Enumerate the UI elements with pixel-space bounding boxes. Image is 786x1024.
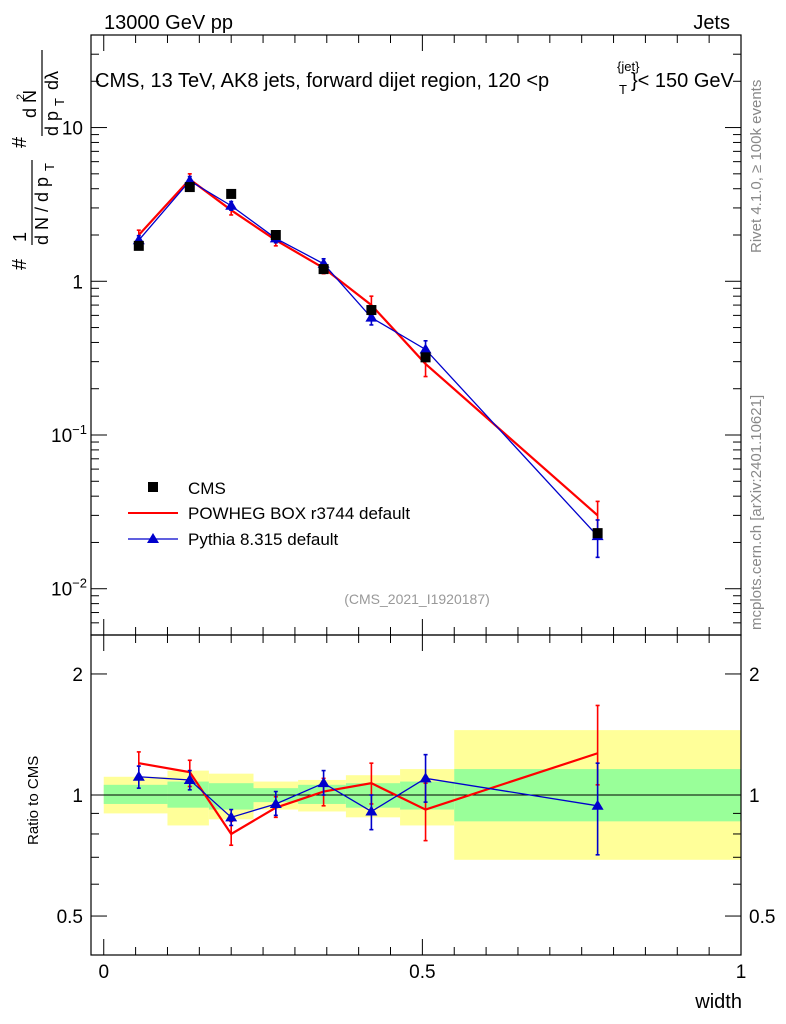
svg-text:#: # (9, 136, 31, 148)
ratio-band-inner (103, 784, 168, 804)
x-tick-label: 0 (98, 962, 109, 983)
pythia-data-point (365, 805, 378, 816)
main-y-axis-title: # 1 d N / d p T # d N 2 d p T dλ (9, 50, 67, 270)
cms-data-point (270, 230, 281, 240)
cms-data-point (133, 240, 144, 251)
series-line-powheg (137, 177, 599, 517)
svg-text:d p: d p (42, 111, 62, 136)
main-y-tick-label: 10 (62, 119, 83, 140)
pythia-data-point (225, 199, 238, 210)
legend-label-pythia: Pythia 8.315 default (188, 530, 339, 549)
pythia-data-point (269, 797, 282, 808)
legend-marker-cms (148, 482, 158, 492)
pythia-data-point (317, 777, 330, 788)
svg-text:T: T (52, 98, 67, 106)
svg-text:T: T (42, 163, 57, 171)
ratio-band-inner (400, 781, 455, 810)
ratio-panel: 0 0.5 1 0.5 0.5 1 1 2 2 (57, 634, 775, 983)
x-axis-title: width (694, 991, 742, 1013)
pythia-data-point (419, 772, 432, 783)
svg-text:CMS, 13 TeV, AK8 jets, forward: CMS, 13 TeV, AK8 jets, forward dijet reg… (95, 70, 549, 92)
ratio-y-axis-title: Ratio to CMS (25, 756, 42, 845)
cms-data-point (420, 352, 431, 363)
svg-text:dλ: dλ (42, 71, 62, 90)
series-line-pythia (138, 776, 598, 819)
cms-data-point (318, 264, 329, 275)
header-process-label: Jets (693, 12, 730, 34)
pythia-data-point (132, 770, 145, 781)
plot-title: CMS, 13 TeV, AK8 jets, forward dijet reg… (95, 59, 735, 97)
main-y-tick-label: 10−1 (51, 422, 87, 447)
mcplots-label: mcplots.cern.ch [arXiv:2401.10621] (748, 395, 765, 630)
main-panel: 10−2 10−1 1 10 (51, 34, 742, 636)
svg-text:#: # (9, 258, 31, 270)
pythia-data-point (225, 811, 238, 822)
ratio-y-tick-label-right: 2 (749, 665, 760, 686)
cms-data-point (226, 188, 237, 199)
cms-data-point (592, 528, 603, 539)
legend-label-powheg: POWHEG BOX r3744 default (188, 504, 410, 523)
header-collision-label: 13000 GeV pp (104, 12, 233, 34)
cms-data-point (184, 182, 195, 193)
pythia-data-point (419, 343, 432, 354)
svg-text:}< 150 GeV: }< 150 GeV (631, 70, 735, 92)
legend-marker-pythia (147, 533, 159, 543)
svg-text:d N: d N (20, 90, 40, 118)
pythia-data-point (591, 799, 604, 810)
x-tick-label: 0.5 (409, 962, 435, 983)
legend: CMS POWHEG BOX r3744 default Pythia 8.31… (128, 479, 410, 549)
svg-text:{jet}: {jet} (617, 59, 640, 74)
analysis-id-label: (CMS_2021_I1920187) (344, 591, 490, 607)
svg-text:d N / d p: d N / d p (32, 177, 52, 245)
series-line-powheg (138, 752, 598, 836)
cms-data-point (366, 305, 377, 316)
ratio-y-tick-label-right: 1 (749, 786, 760, 807)
ratio-y-tick-label: 0.5 (57, 907, 83, 928)
series-line-pythia (138, 180, 599, 537)
pythia-data-point (365, 311, 378, 322)
rivet-version-label: Rivet 4.1.0, ≥ 100k events (748, 80, 765, 253)
main-y-tick-label: 10−2 (51, 576, 87, 601)
pythia-data-point (183, 773, 196, 784)
ratio-band-inner (208, 783, 254, 810)
x-tick-label: 1 (736, 962, 747, 983)
svg-text:2: 2 (15, 94, 27, 100)
ratio-y-tick-label-right: 0.5 (749, 907, 775, 928)
ratio-y-tick-label: 2 (72, 665, 83, 686)
main-y-tick-label: 1 (72, 272, 83, 293)
svg-text:T: T (619, 82, 627, 97)
ratio-y-tick-label: 1 (72, 786, 83, 807)
svg-text:1: 1 (10, 232, 30, 242)
legend-label-cms: CMS (188, 479, 226, 498)
